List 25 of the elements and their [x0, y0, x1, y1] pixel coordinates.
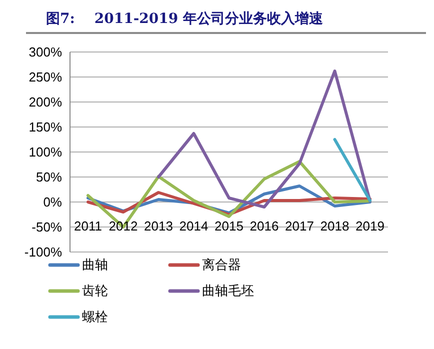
- x-tick-label: 2014: [179, 218, 208, 234]
- chart-title: 图7: 2011-2019 年公司分业务收入增速: [26, 8, 426, 34]
- y-tick-label: 150%: [28, 120, 62, 135]
- x-tick-label: 2018: [320, 218, 350, 234]
- y-tick-label: 0%: [43, 194, 62, 210]
- x-tick-label: 2015: [214, 218, 244, 234]
- y-tick-label: 50%: [36, 170, 62, 185]
- y-tick-label: 100%: [28, 144, 62, 160]
- legend-label: 离合器: [202, 257, 241, 274]
- y-tick-label: 250%: [28, 70, 62, 85]
- x-tick-label: 2011: [74, 218, 102, 234]
- legend-label: 曲轴: [82, 257, 108, 274]
- y-tick-label: -50%: [32, 220, 62, 235]
- legend-label: 螺栓: [82, 309, 108, 326]
- legend-label: 齿轮: [82, 283, 108, 300]
- line-series: [157, 70, 372, 208]
- x-tick-label: 2016: [250, 218, 279, 234]
- y-tick-label: 300%: [28, 44, 62, 60]
- x-tick-label: 2019: [356, 218, 384, 234]
- x-tick-label: 2012: [108, 218, 138, 234]
- x-tick-label: 2013: [144, 218, 173, 234]
- y-tick-label: -100%: [24, 244, 62, 260]
- x-tick-label: 2017: [285, 218, 314, 234]
- y-tick-label: 200%: [28, 94, 62, 110]
- legend-label: 曲轴毛坯: [202, 283, 254, 300]
